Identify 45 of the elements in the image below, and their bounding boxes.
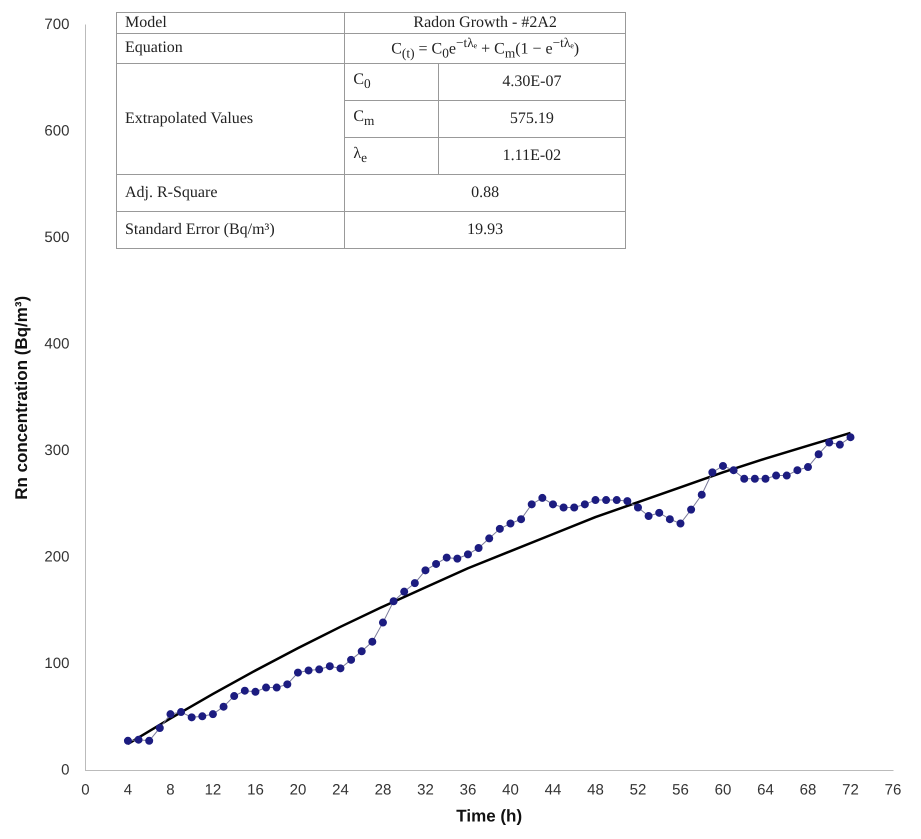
x-axis-title: Time (h) [456,806,522,826]
x-tick-label: 48 [587,782,604,799]
y-tick-label: 300 [44,442,70,460]
x-tick-label: 72 [842,782,859,799]
x-tick-label: 4 [124,782,132,799]
x-tick-label: 64 [757,782,774,799]
x-tick-label: 8 [166,782,175,799]
annotation: λ$_{e}$ [344,137,438,174]
y-axis-title: Rn concentration (Bq/m³) [12,296,31,500]
x-tick-label: 60 [714,782,732,799]
x-tick-label: 0 [81,782,90,799]
annotation: 1.11E-02 [438,137,626,174]
y-tick-label: 200 [44,548,70,566]
x-tick-label: 44 [544,782,562,799]
y-tick-label: 400 [44,336,70,353]
x-tick-label: 28 [374,782,392,799]
annotation: 0.88 [344,174,626,212]
x-tick-label: 32 [417,782,434,799]
y-tick-label: 0 [61,762,70,779]
x-tick-label: 20 [290,782,306,799]
annotation: 19.93 [344,211,626,248]
annotation: Equation [116,34,345,64]
x-tick-label: 16 [247,782,264,799]
y-tick-label: 700 [44,16,70,34]
x-tick-label: 12 [204,782,222,799]
text: C$_{(t)}$ = C$_{0}$e$^{−tλₑ}$ + C$_{m}$(1 − e$^{−tλₑ}$) [391,35,580,61]
x-tick-label: 40 [502,782,519,799]
annotation: Radon Growth - #2A2 [344,12,626,34]
annotation: C$_{0}$ [344,63,438,100]
x-tick-label: 68 [800,782,816,799]
y-tick-label: 600 [44,122,70,140]
y-tick-label: 500 [44,229,70,246]
annotation: Extrapolated Values [116,63,345,174]
x-tick-label: 36 [460,782,476,799]
x-tick-label: 24 [332,782,349,799]
x-tick-label: 76 [884,782,902,799]
x-tick-label: 56 [672,782,689,799]
annotation: Model [116,12,345,34]
annotation: 575.19 [438,100,626,138]
y-tick-label: 100 [44,655,70,672]
annotation: 4.30E-07 [438,63,626,100]
x-tick-label: 52 [630,782,646,799]
annotation: Adj. R-Square [116,174,345,212]
annotation: Standard Error (Bq/m³) [116,211,345,248]
annotation: C$_{m}$ [344,100,438,138]
